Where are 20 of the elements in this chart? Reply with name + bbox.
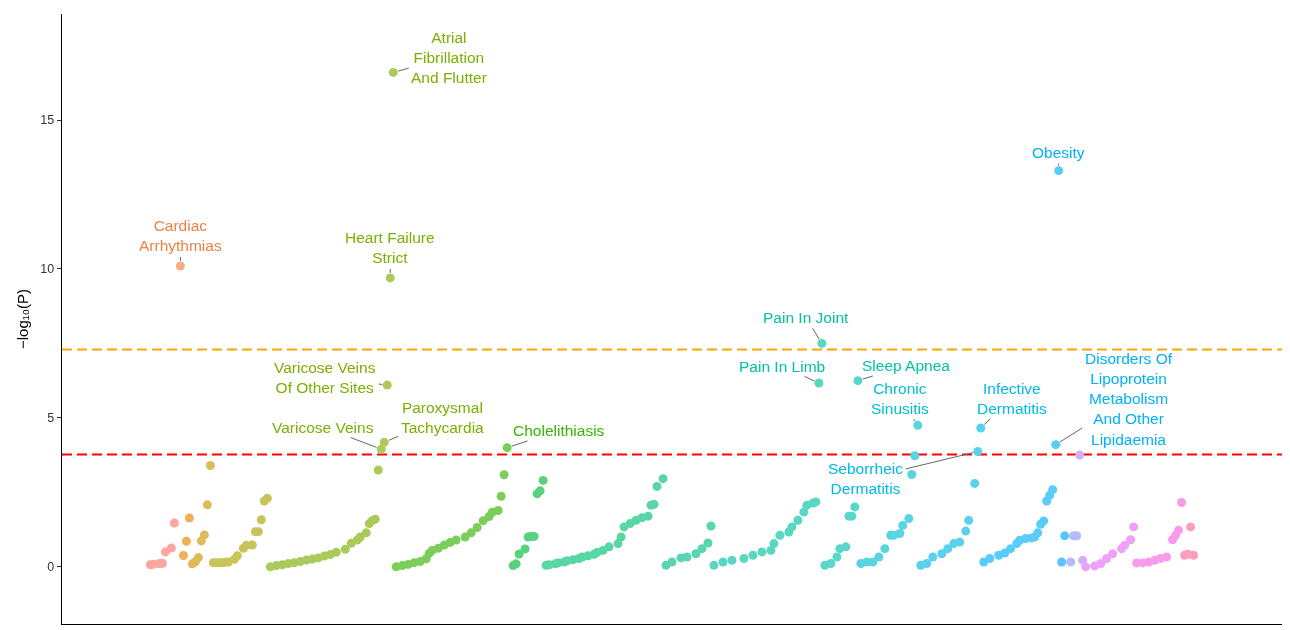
data-label: Disorders Of Lipoprotein Metabolism And Other Lipidaemia (1085, 350, 1173, 448)
data-label: Infective Dermatitis (977, 380, 1048, 418)
y-tick-label: 0 (47, 560, 55, 575)
data-label: Seborrheic Dermatitis (828, 460, 904, 498)
data-label: Chronic Sinusitis (871, 380, 929, 418)
y-tick-label: 10 (40, 262, 55, 277)
data-label: Atrial Fibrillation And Flutter (411, 29, 487, 87)
data-label: Heart Failure Strict (345, 229, 435, 267)
data-label: Sleep Apnea (862, 357, 951, 374)
data-label: Cholelithiasis (513, 422, 605, 439)
data-label: Varicose Veins (272, 419, 374, 436)
y-tick-label: 5 (47, 411, 55, 426)
data-label: Obesity (1032, 144, 1085, 161)
y-axis-title: −log₁₀(P) (13, 288, 31, 350)
data-label: Varicose Veins Of Other Sites (274, 359, 376, 397)
data-label: Cardiac Arrhythmias (139, 217, 222, 255)
data-label: Paroxysmal Tachycardia (401, 399, 485, 437)
data-label: Pain In Joint (763, 309, 849, 326)
y-tick-label: 15 (40, 113, 55, 128)
data-label: Pain In Limb (739, 358, 826, 375)
